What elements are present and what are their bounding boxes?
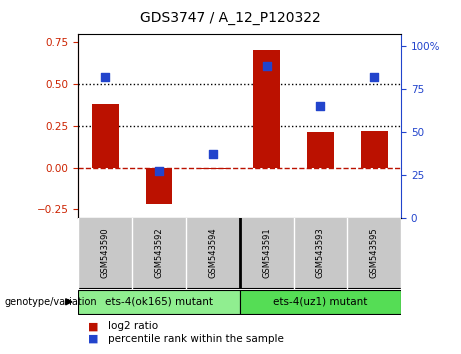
Bar	[307, 132, 334, 167]
Text: GSM543592: GSM543592	[154, 228, 164, 279]
Point	[263, 63, 270, 69]
Text: ets-4(uz1) mutant: ets-4(uz1) mutant	[273, 297, 367, 307]
Bar	[361, 131, 388, 167]
Point	[209, 151, 217, 157]
Bar	[253, 50, 280, 167]
Text: genotype/variation: genotype/variation	[5, 297, 97, 307]
Point	[317, 103, 324, 109]
Text: log2 ratio: log2 ratio	[108, 321, 159, 331]
Bar	[78, 290, 240, 314]
Text: GSM543594: GSM543594	[208, 228, 217, 279]
Text: GDS3747 / A_12_P120322: GDS3747 / A_12_P120322	[140, 11, 321, 25]
Text: GSM543590: GSM543590	[101, 228, 110, 279]
Text: ets-4(ok165) mutant: ets-4(ok165) mutant	[105, 297, 213, 307]
Bar	[240, 290, 401, 314]
Point	[101, 74, 109, 79]
Text: ■: ■	[88, 334, 98, 344]
Bar	[92, 104, 118, 167]
Text: GSM543593: GSM543593	[316, 228, 325, 279]
Text: GSM543591: GSM543591	[262, 228, 271, 279]
Point	[371, 74, 378, 79]
Text: GSM543595: GSM543595	[370, 228, 378, 279]
Bar	[146, 167, 172, 204]
Point	[155, 169, 163, 174]
Bar	[199, 167, 226, 169]
Text: ■: ■	[88, 321, 98, 331]
Text: percentile rank within the sample: percentile rank within the sample	[108, 334, 284, 344]
